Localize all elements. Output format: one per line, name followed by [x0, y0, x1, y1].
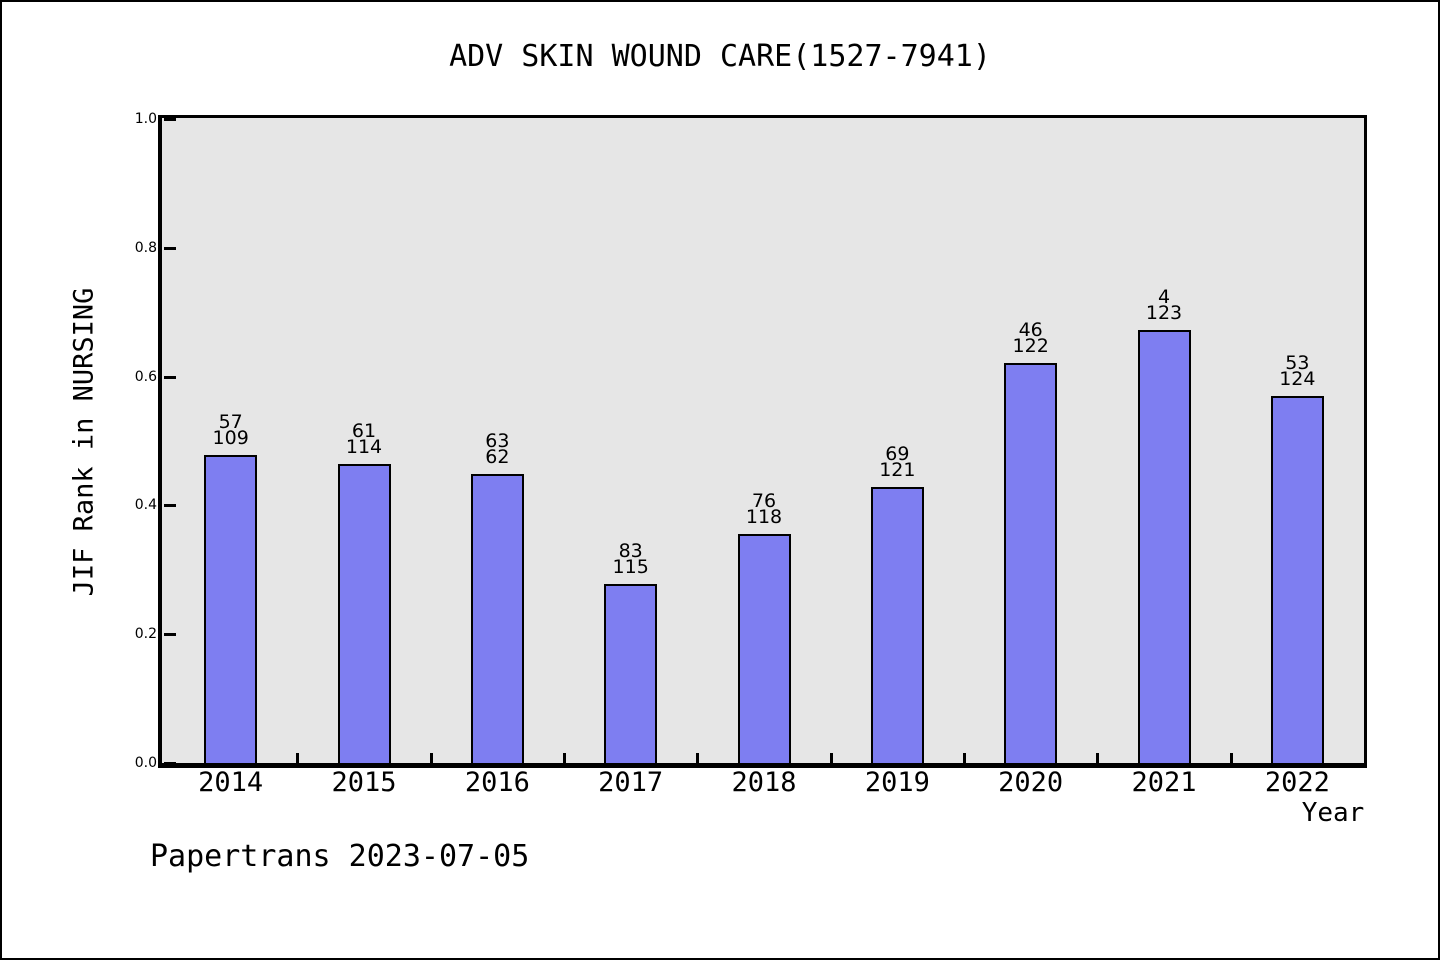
x-axis-spine [158, 763, 1367, 768]
bar-value-label: 69 121 [879, 443, 916, 481]
x-tick-label: 2022 [1264, 767, 1330, 798]
x-tick-label: 2019 [864, 767, 930, 798]
x-tick-label: 2017 [598, 767, 664, 798]
x-tick-mark [563, 753, 566, 763]
x-tick-mark [296, 753, 300, 763]
y-tick-mark [164, 504, 176, 508]
bar [737, 534, 791, 763]
bar-value-label: 83 115 [612, 540, 649, 578]
bar-value-label: 4 123 [1145, 286, 1183, 324]
y-tick-mark [164, 375, 176, 379]
bar-value-label: 57 109 [212, 411, 249, 449]
y-tick-label: 1.0 [134, 111, 157, 127]
x-tick-label: 2014 [198, 767, 264, 798]
bar [1004, 363, 1058, 763]
y-tick-label: 0.8 [134, 239, 157, 256]
bar [337, 464, 391, 763]
right-spine [1364, 115, 1367, 768]
bar [470, 474, 524, 763]
x-tick-mark [829, 753, 833, 763]
x-tick-mark [963, 753, 966, 763]
y-tick-label: 0.4 [134, 497, 157, 514]
x-tick-label: 2015 [331, 767, 397, 798]
y-tick-label: 0.2 [134, 626, 157, 643]
x-tick-label: 2018 [731, 767, 797, 798]
y-axis-title: JIF Rank in NURSING [68, 287, 100, 597]
top-spine [158, 115, 1367, 118]
x-tick-mark [1229, 753, 1233, 763]
bar [1270, 396, 1324, 763]
x-axis-title: Year [1301, 798, 1365, 828]
bar-value-label: 53 124 [1279, 352, 1316, 390]
bar-value-label: 76 118 [745, 490, 783, 528]
bar-value-label: 63 62 [485, 430, 510, 468]
y-axis-spine [158, 115, 162, 768]
bar [604, 584, 658, 763]
watermark-text: Papertrans 2023-07-05 [150, 839, 530, 874]
x-tick-mark [696, 753, 700, 763]
bar [204, 455, 258, 763]
bar [870, 487, 924, 763]
x-tick-label: 2021 [1131, 767, 1197, 798]
y-tick-mark [164, 246, 176, 250]
chart-title: ADV SKIN WOUND CARE(1527-7941) [449, 39, 991, 74]
x-tick-mark [1096, 753, 1100, 763]
x-tick-label: 2016 [464, 767, 530, 798]
y-tick-mark [164, 633, 176, 637]
y-tick-label: 0.0 [134, 755, 157, 771]
bar-value-label: 46 122 [1012, 319, 1049, 357]
bar [1137, 330, 1191, 763]
y-tick-mark [164, 118, 176, 121]
x-tick-label: 2020 [998, 767, 1064, 798]
bar-value-label: 61 114 [345, 420, 383, 458]
y-tick-label: 0.6 [134, 368, 157, 385]
x-tick-mark [429, 753, 433, 763]
